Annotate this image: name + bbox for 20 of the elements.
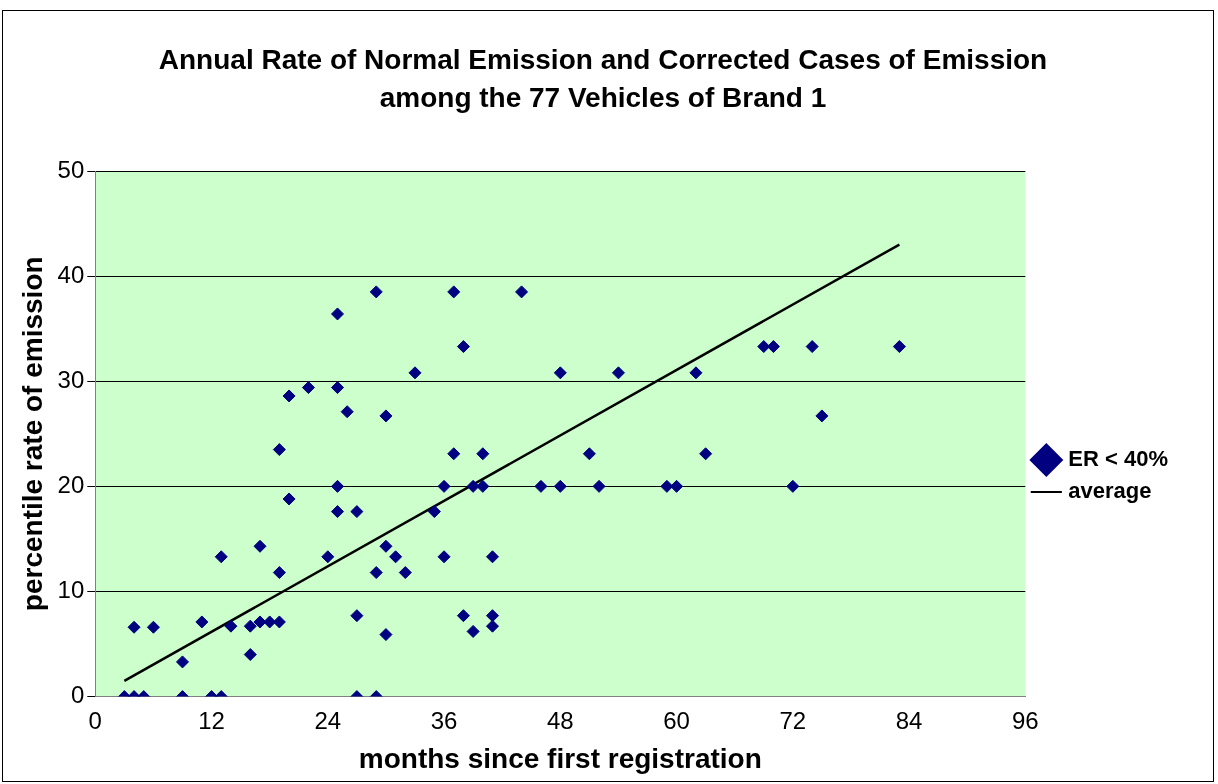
x-tick-label: 48 xyxy=(546,706,574,734)
x-axis-title: months since first registration xyxy=(358,742,762,774)
y-tick-label: 10 xyxy=(57,576,85,604)
x-tick-label: 12 xyxy=(198,706,225,734)
legend-label: average xyxy=(1068,478,1152,504)
x-tick-label: 72 xyxy=(779,706,807,734)
y-tick-label: 40 xyxy=(57,260,85,288)
y-axis-title: percentile rate of emission xyxy=(16,256,48,612)
x-tick-label: 24 xyxy=(314,706,342,734)
legend-label: ER < 40% xyxy=(1068,446,1169,472)
x-tick-label: 60 xyxy=(663,706,690,734)
x-tick-label: 36 xyxy=(430,706,458,734)
x-tick-label: 0 xyxy=(88,706,102,734)
y-tick-label: 30 xyxy=(57,365,85,393)
x-tick-label: 84 xyxy=(895,706,923,734)
x-tick-label: 96 xyxy=(1011,706,1039,734)
y-tick-label: 50 xyxy=(57,155,85,183)
chart-title: Annual Rate of Normal Emission and Corrected Cases of Emission among the 77 Vehicles of Brand 1 xyxy=(157,43,1049,115)
y-tick-label: 0 xyxy=(70,681,85,709)
y-tick-label: 20 xyxy=(57,470,85,498)
